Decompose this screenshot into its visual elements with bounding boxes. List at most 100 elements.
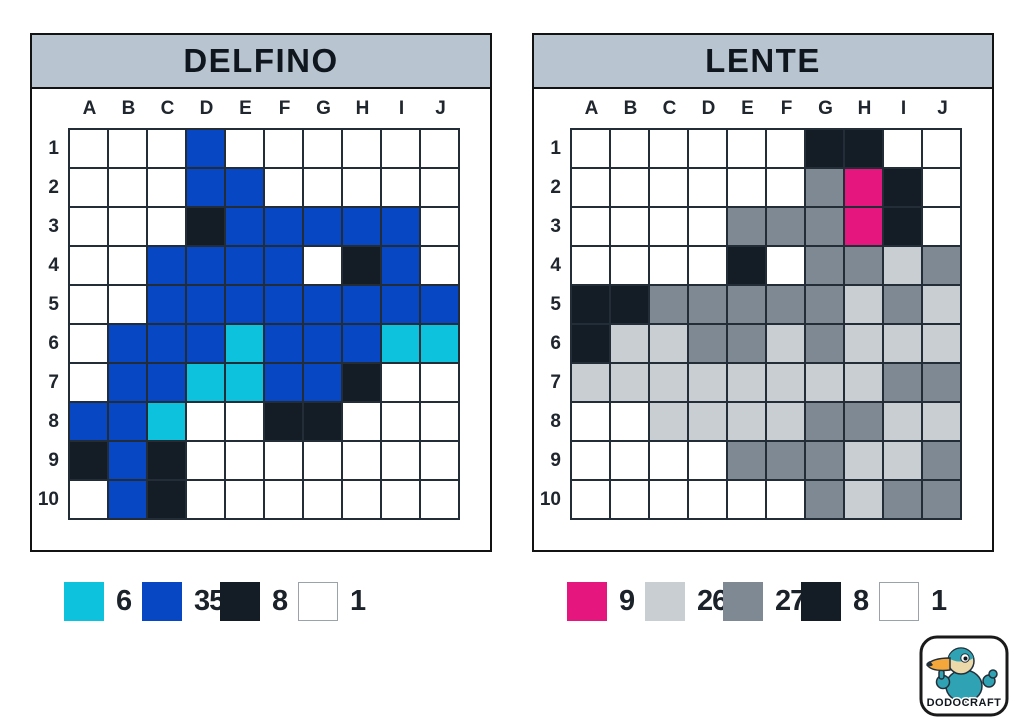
- grid-cell-H9: [845, 442, 882, 479]
- grid-cell-A9: [70, 442, 107, 479]
- grid-cell-B10: [109, 481, 146, 518]
- grid-cell-B3: [109, 208, 146, 245]
- grid-cell-B4: [611, 247, 648, 284]
- row-label-6: 6: [48, 333, 59, 354]
- row-label-4: 4: [48, 255, 59, 276]
- grid-cell-G6: [806, 325, 843, 362]
- grid-cell-A5: [572, 286, 609, 323]
- grid-cell-B1: [611, 130, 648, 167]
- row-label-3: 3: [550, 216, 561, 237]
- grid-cell-I8: [382, 403, 419, 440]
- grid-cell-A6: [70, 325, 107, 362]
- grid-cell-D8: [689, 403, 726, 440]
- legend-item: 1: [298, 582, 376, 621]
- grid-cell-C2: [148, 169, 185, 206]
- legend-count: 1: [350, 585, 366, 617]
- column-label-B: B: [623, 98, 638, 119]
- grid-cell-E5: [728, 286, 765, 323]
- grid-cell-I4: [382, 247, 419, 284]
- grid-cell-I2: [884, 169, 921, 206]
- grid-cell-F8: [767, 403, 804, 440]
- row-label-6: 6: [550, 333, 561, 354]
- grid-cell-A1: [572, 130, 609, 167]
- grid-cell-J10: [421, 481, 458, 518]
- grid-cell-E4: [226, 247, 263, 284]
- grid-cell-J8: [923, 403, 960, 440]
- row-labels: 1 2 3 4 5 6 7 8 9 10: [534, 128, 570, 520]
- grid-cell-F9: [767, 442, 804, 479]
- grid-cell-C7: [148, 364, 185, 401]
- grid-cell-F7: [767, 364, 804, 401]
- column-label-J: J: [937, 98, 948, 119]
- grid-cell-I2: [382, 169, 419, 206]
- grid-cell-C4: [148, 247, 185, 284]
- legend-count: 8: [853, 585, 869, 617]
- grid-cell-H1: [845, 130, 882, 167]
- grid-cell-C8: [148, 403, 185, 440]
- grid-cell-I7: [884, 364, 921, 401]
- grid-cell-J10: [923, 481, 960, 518]
- puzzle-title-lente: LENTE: [534, 35, 992, 89]
- grid-cell-I9: [884, 442, 921, 479]
- grid-cell-C1: [650, 130, 687, 167]
- grid-cell-B2: [109, 169, 146, 206]
- row-label-3: 3: [48, 216, 59, 237]
- grid-cell-E1: [226, 130, 263, 167]
- grid-cell-C10: [148, 481, 185, 518]
- grid-cell-E3: [226, 208, 263, 245]
- legend-lente: 9 26 27 8 1: [567, 582, 957, 621]
- grid-cell-I5: [884, 286, 921, 323]
- grid-cell-G6: [304, 325, 341, 362]
- grid-cell-G1: [806, 130, 843, 167]
- column-label-F: F: [278, 98, 291, 119]
- legend-swatch: [879, 582, 919, 621]
- grid-cell-A3: [70, 208, 107, 245]
- row-label-2: 2: [48, 177, 59, 198]
- grid-block: A B C D E F G H I J 1 2 3 4 5 6 7 8 9 10: [32, 97, 460, 520]
- legend-item: 35: [142, 582, 225, 621]
- grid-cell-J3: [923, 208, 960, 245]
- grid-cell-C1: [148, 130, 185, 167]
- grid-cell-A4: [572, 247, 609, 284]
- legend-swatch: [142, 582, 182, 621]
- grid-cell-J1: [421, 130, 458, 167]
- grid-cell-B9: [611, 442, 648, 479]
- row-label-9: 9: [48, 450, 59, 471]
- row-label-4: 4: [550, 255, 561, 276]
- grid-cell-B5: [611, 286, 648, 323]
- grid-cell-D9: [689, 442, 726, 479]
- grid-cell-J9: [421, 442, 458, 479]
- grid-cell-D10: [689, 481, 726, 518]
- grid-cell-A2: [572, 169, 609, 206]
- grid-cell-E1: [728, 130, 765, 167]
- grid-cell-G5: [304, 286, 341, 323]
- grid-cell-J6: [421, 325, 458, 362]
- legend-item: 8: [220, 582, 298, 621]
- row-label-1: 1: [550, 138, 561, 159]
- column-label-C: C: [662, 98, 677, 119]
- grid-cell-F8: [265, 403, 302, 440]
- brand-text: DODOCRAFT: [927, 697, 1002, 709]
- grid-cell-D7: [187, 364, 224, 401]
- legend-swatch: [64, 582, 104, 621]
- grid-cell-B3: [611, 208, 648, 245]
- legend-count: 6: [116, 585, 132, 617]
- legend-swatch: [645, 582, 685, 621]
- grid-cell-I3: [884, 208, 921, 245]
- grid-cell-H2: [845, 169, 882, 206]
- grid-cell-G3: [806, 208, 843, 245]
- legend-count: 9: [619, 585, 635, 617]
- grid-cell-A7: [572, 364, 609, 401]
- grid-cell-J8: [421, 403, 458, 440]
- grid-cell-B2: [611, 169, 648, 206]
- column-label-I: I: [900, 98, 907, 119]
- grid-cell-H6: [343, 325, 380, 362]
- row-label-1: 1: [48, 138, 59, 159]
- grid-cell-D2: [187, 169, 224, 206]
- grid-cell-B8: [109, 403, 146, 440]
- row-label-10: 10: [539, 489, 561, 510]
- grid-cell-F10: [265, 481, 302, 518]
- grid-cell-G7: [304, 364, 341, 401]
- legend-swatch: [801, 582, 841, 621]
- legend-swatch: [298, 582, 338, 621]
